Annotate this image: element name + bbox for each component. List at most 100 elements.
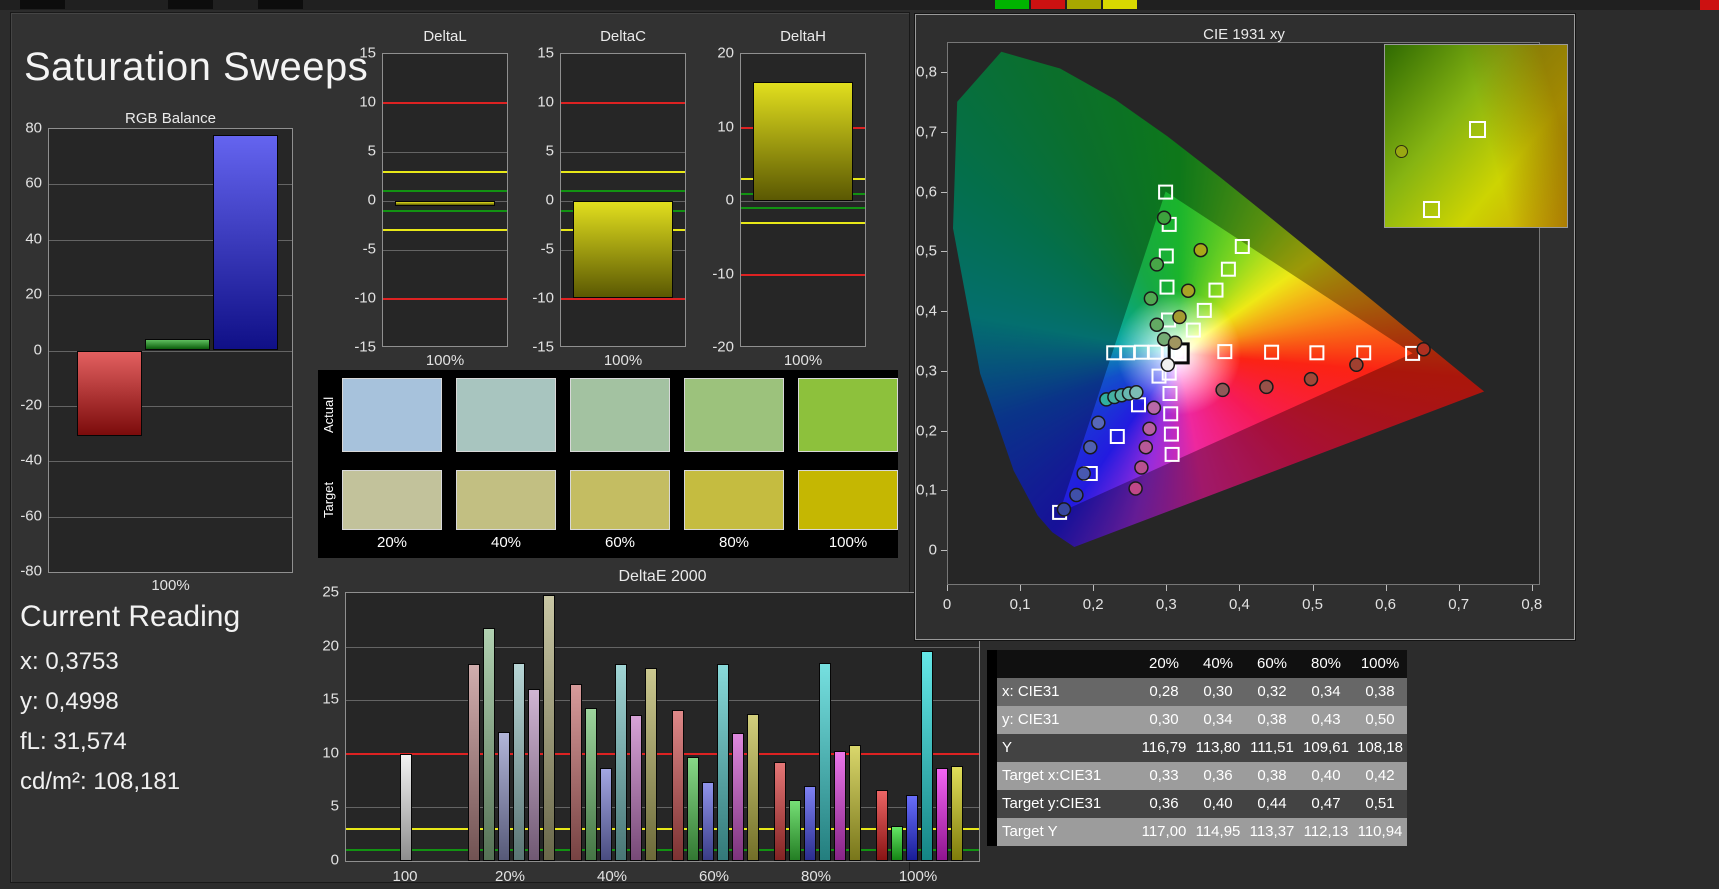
status-color-dash bbox=[995, 0, 1029, 9]
cie-y-tick-label: 0,6 bbox=[916, 183, 937, 200]
cie-y-tick bbox=[941, 490, 947, 492]
window-tab[interactable] bbox=[168, 0, 213, 9]
cie-measured-point bbox=[1129, 385, 1144, 400]
window-tab[interactable] bbox=[20, 0, 65, 9]
cie-x-tick-label: 0,7 bbox=[1448, 596, 1470, 613]
rgb-balance-plot bbox=[48, 128, 293, 573]
table-row-strip bbox=[987, 706, 997, 734]
deltae-bar bbox=[629, 715, 642, 861]
table-cell: 0,36 bbox=[1137, 790, 1191, 818]
delta-y-tick-label: 15 bbox=[359, 44, 376, 62]
table-cell: 0,38 bbox=[1353, 678, 1407, 706]
table-cell: 0,44 bbox=[1245, 790, 1299, 818]
gridline bbox=[49, 350, 292, 352]
table-cell: 0,32 bbox=[1245, 678, 1299, 706]
deltae-bar bbox=[905, 794, 918, 861]
window-tab[interactable] bbox=[258, 0, 303, 9]
rgb-y-tick-label: 0 bbox=[33, 341, 42, 358]
delta-chart-title: DeltaL bbox=[423, 28, 467, 45]
deltae-bar bbox=[935, 767, 948, 861]
table-row-strip bbox=[987, 790, 997, 818]
table-row-label: Target Y bbox=[997, 818, 1137, 846]
inset-measured-dot bbox=[1395, 145, 1408, 158]
table-cell: 114,95 bbox=[1191, 818, 1245, 846]
cie-x-tick bbox=[1458, 585, 1460, 591]
cie-y-tick-label: 0,1 bbox=[916, 481, 937, 499]
current-reading-title: Current Reading bbox=[20, 600, 241, 633]
cie-measured-point bbox=[1128, 481, 1143, 496]
table-cell: 0,33 bbox=[1137, 762, 1191, 790]
cie-x-tick bbox=[1166, 585, 1168, 591]
cie-x-tick-label: 0,3 bbox=[1155, 596, 1177, 613]
rgb-bar-blue bbox=[213, 134, 278, 351]
rgb-balance-title: RGB Balance bbox=[125, 110, 216, 127]
cie-target-square bbox=[1158, 248, 1174, 264]
color-swatch bbox=[798, 470, 898, 530]
limit-line bbox=[561, 298, 685, 300]
cie-y-tick bbox=[941, 72, 947, 73]
cie-x-tick bbox=[1312, 585, 1314, 591]
delta-y-tick-label: 5 bbox=[545, 142, 554, 160]
cie-measured-point bbox=[1056, 502, 1072, 517]
table-cell: 116,79 bbox=[1137, 734, 1191, 762]
deltae-title: DeltaE 2000 bbox=[618, 568, 707, 585]
rgb-y-tick-label: 40 bbox=[25, 230, 42, 248]
gridline bbox=[561, 152, 685, 153]
gridline bbox=[346, 807, 979, 809]
reading-0: x: 0,3753 bbox=[20, 648, 119, 675]
cie-target-square bbox=[1217, 344, 1233, 360]
rgb-y-tick-label: 80 bbox=[25, 119, 42, 137]
gridline bbox=[49, 516, 292, 518]
delta-chart-title: DeltaH bbox=[780, 28, 826, 45]
table-cell: 111,51 bbox=[1245, 734, 1299, 762]
swatch-row-label: Target bbox=[321, 481, 336, 519]
table-cell: 0,40 bbox=[1299, 762, 1353, 790]
deltae-bar bbox=[584, 707, 597, 861]
limit-line bbox=[346, 849, 979, 852]
delta-y-tick-label: 10 bbox=[717, 118, 734, 135]
table-cell: 117,00 bbox=[1137, 818, 1191, 846]
cie-title: CIE 1931 xy bbox=[1203, 26, 1285, 43]
cie-measured-point bbox=[1160, 357, 1176, 373]
cie-measured-point bbox=[1138, 439, 1154, 455]
cie-target-square bbox=[1159, 279, 1175, 295]
cie-measured-point bbox=[1091, 415, 1106, 430]
status-color-dash bbox=[1031, 0, 1065, 9]
inset-target-square bbox=[1469, 121, 1486, 138]
deltae-bar bbox=[875, 790, 888, 861]
cie-x-tick bbox=[1020, 585, 1022, 591]
cie-y-tick-label: 0,4 bbox=[916, 302, 937, 320]
color-swatch bbox=[684, 470, 784, 530]
delta-y-tick-label: 10 bbox=[359, 93, 376, 111]
reading-3: cd/m²: 108,181 bbox=[20, 768, 181, 795]
cie-target-square bbox=[1234, 239, 1250, 254]
cie-target-square bbox=[1309, 345, 1325, 361]
delta-x-label: 100% bbox=[783, 352, 823, 369]
gridline bbox=[49, 184, 292, 186]
deltae-bar bbox=[671, 709, 684, 861]
gridline bbox=[346, 700, 979, 702]
cie-x-tick bbox=[947, 585, 948, 591]
deltae-bar bbox=[731, 733, 744, 861]
swatch-row-label: Actual bbox=[321, 396, 336, 434]
deltae-bar bbox=[527, 689, 540, 861]
deltae-y-tick-label: 5 bbox=[330, 797, 339, 815]
table-col-header: 40% bbox=[1191, 650, 1245, 678]
cie-target-square bbox=[1220, 261, 1236, 277]
table-cell: 0,43 bbox=[1299, 706, 1353, 734]
cie-target-square bbox=[1131, 397, 1146, 413]
delta-y-tick-label: 5 bbox=[367, 142, 376, 160]
cie-y-tick bbox=[941, 311, 947, 312]
limit-line bbox=[346, 752, 979, 755]
cie-target-square bbox=[1196, 302, 1212, 318]
deltae-x-label: 60% bbox=[698, 868, 730, 885]
cie-measured-point bbox=[1149, 257, 1165, 272]
cie-measured-point bbox=[1215, 382, 1230, 398]
table-row-strip bbox=[987, 734, 997, 762]
table-row-label: y: CIE31 bbox=[997, 706, 1137, 734]
rgb-bar-red bbox=[77, 350, 142, 437]
swatch-col-label: 40% bbox=[490, 534, 522, 551]
table-cell: 0,50 bbox=[1353, 706, 1407, 734]
delta-y-tick-label: 20 bbox=[717, 44, 734, 62]
deltae-x-label: 40% bbox=[596, 868, 628, 885]
